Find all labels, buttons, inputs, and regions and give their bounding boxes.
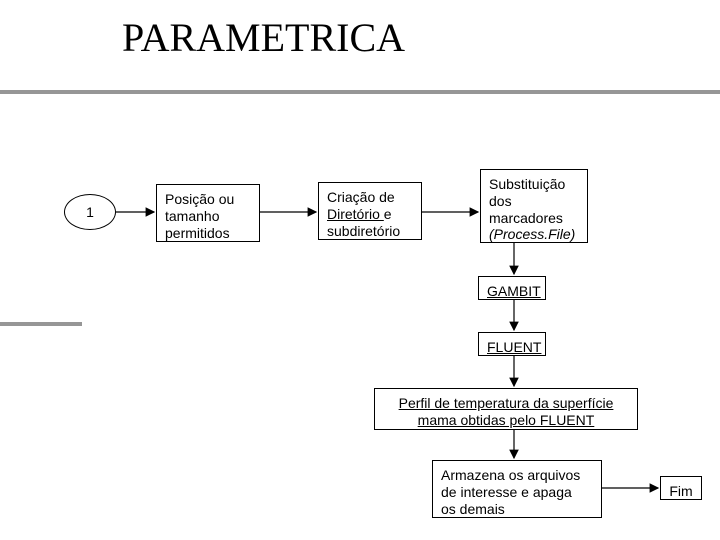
text-underline: Diretório	[327, 206, 384, 222]
flow-node-posicao: Posição ou tamanho permitidos	[156, 184, 260, 242]
text-line: marcadores	[489, 210, 563, 226]
flow-node-start: 1	[64, 194, 116, 230]
text-line: subdiretório	[327, 223, 400, 239]
text-line: Fim	[669, 483, 692, 499]
text-line: de interesse e apaga	[441, 484, 572, 500]
decorative-bar-top	[0, 90, 720, 94]
text-line: Criação de	[327, 189, 395, 205]
text-italic: (Process.File)	[489, 226, 575, 242]
text-line: permitidos	[165, 225, 230, 241]
flow-arrows	[0, 0, 720, 540]
flow-node-criacao: Criação de Diretório e subdiretório	[318, 182, 422, 240]
flow-node-substituicao: Substituição dos marcadores (Process.Fil…	[480, 169, 588, 243]
text-underline: GAMBIT	[487, 283, 541, 299]
text-line: tamanho	[165, 208, 219, 224]
text-line: e	[384, 206, 392, 222]
flow-node-armazena: Armazena os arquivos de interesse e apag…	[432, 460, 602, 518]
text-line: Posição ou	[165, 191, 234, 207]
flow-node-gambit: GAMBIT	[478, 276, 546, 300]
text-line: dos	[489, 193, 512, 209]
page-title: PARAMETRICA	[122, 14, 405, 61]
flow-node-fluent: FLUENT	[478, 332, 546, 356]
flow-node-start-label: 1	[86, 204, 94, 220]
flow-node-fim: Fim	[660, 476, 702, 500]
flow-node-perfil: Perfil de temperatura da superfície mama…	[374, 388, 638, 430]
text-line: os demais	[441, 501, 505, 517]
text-line: Substituição	[489, 176, 565, 192]
text-line: Armazena os arquivos	[441, 467, 580, 483]
text-underline: mama obtidas pelo FLUENT	[418, 412, 595, 428]
text-underline: Perfil de temperatura da superfície	[399, 395, 614, 411]
text-underline: FLUENT	[487, 339, 541, 355]
decorative-bar-side	[0, 322, 82, 326]
